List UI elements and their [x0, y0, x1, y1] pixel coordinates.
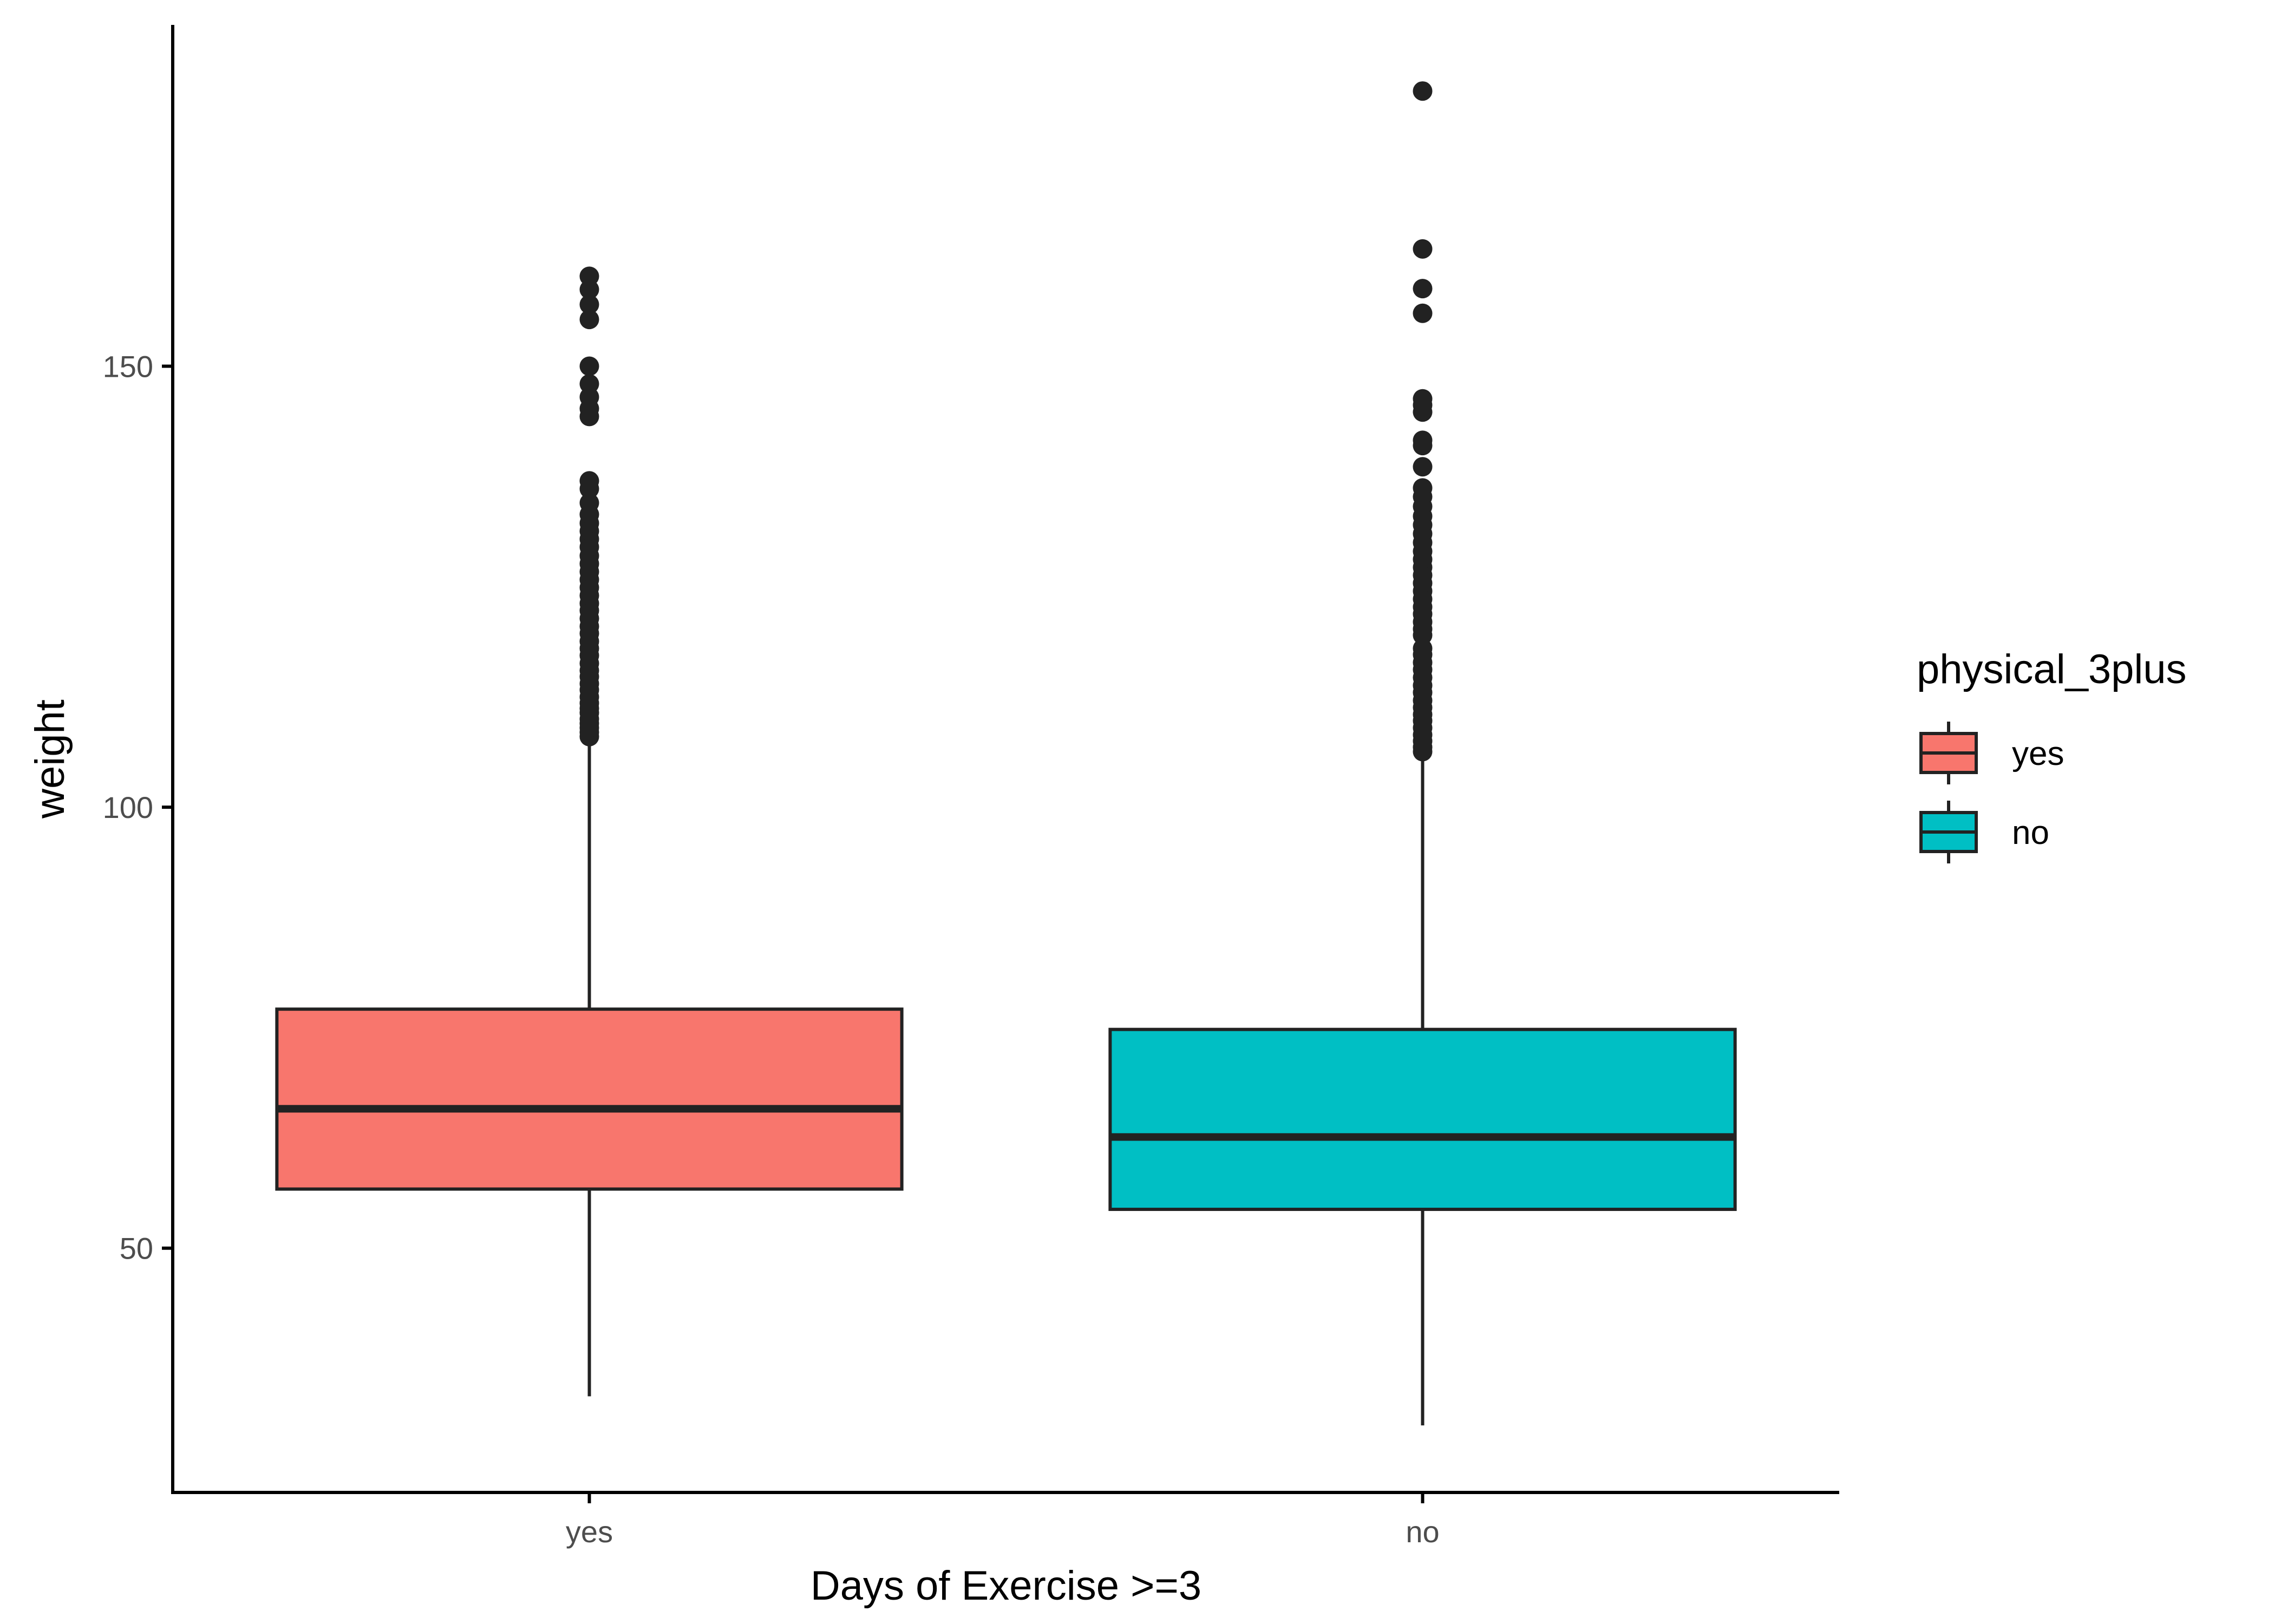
outlier-point [579, 471, 599, 491]
outlier-point [1413, 478, 1433, 498]
x-tick-label: no [1406, 1515, 1439, 1549]
legend-label: yes [2012, 735, 2064, 772]
box-body [1108, 1027, 1737, 1212]
y-tick-label: 150 [103, 350, 153, 384]
outlier-point [579, 356, 599, 376]
outlier-point [1413, 457, 1433, 477]
outlier-point [1413, 81, 1433, 101]
box-yes [275, 266, 904, 1397]
y-tick-label: 100 [103, 790, 153, 824]
outlier-point [1413, 239, 1433, 259]
box-body [275, 1007, 904, 1191]
outlier-point [1413, 303, 1433, 323]
outlier-point [1413, 279, 1433, 299]
axes [171, 25, 1839, 1494]
y-axis-title: weight [27, 699, 73, 819]
legend-item-no: no [1919, 801, 2049, 863]
outlier-point [579, 374, 599, 394]
outlier-point [579, 493, 599, 513]
outlier-point [1413, 389, 1433, 409]
y-tick-label: 50 [120, 1232, 153, 1266]
plot-area [275, 81, 1737, 1426]
outlier-point [579, 294, 599, 315]
legend-label: no [2012, 814, 2049, 852]
outlier-point [1413, 430, 1433, 450]
x-tick-label: yes [566, 1515, 613, 1549]
legend-title: physical_3plus [1917, 646, 2187, 692]
ticks: 50 100 150 yes no [103, 350, 1440, 1549]
legend-item-yes: yes [1919, 722, 2064, 784]
outlier-point [579, 310, 599, 330]
box-no [1108, 81, 1737, 1426]
outlier-point [579, 266, 599, 286]
legend: physical_3plus yes no [1917, 646, 2187, 863]
x-axis-title: Days of Exercise >=3 [811, 1563, 1201, 1609]
